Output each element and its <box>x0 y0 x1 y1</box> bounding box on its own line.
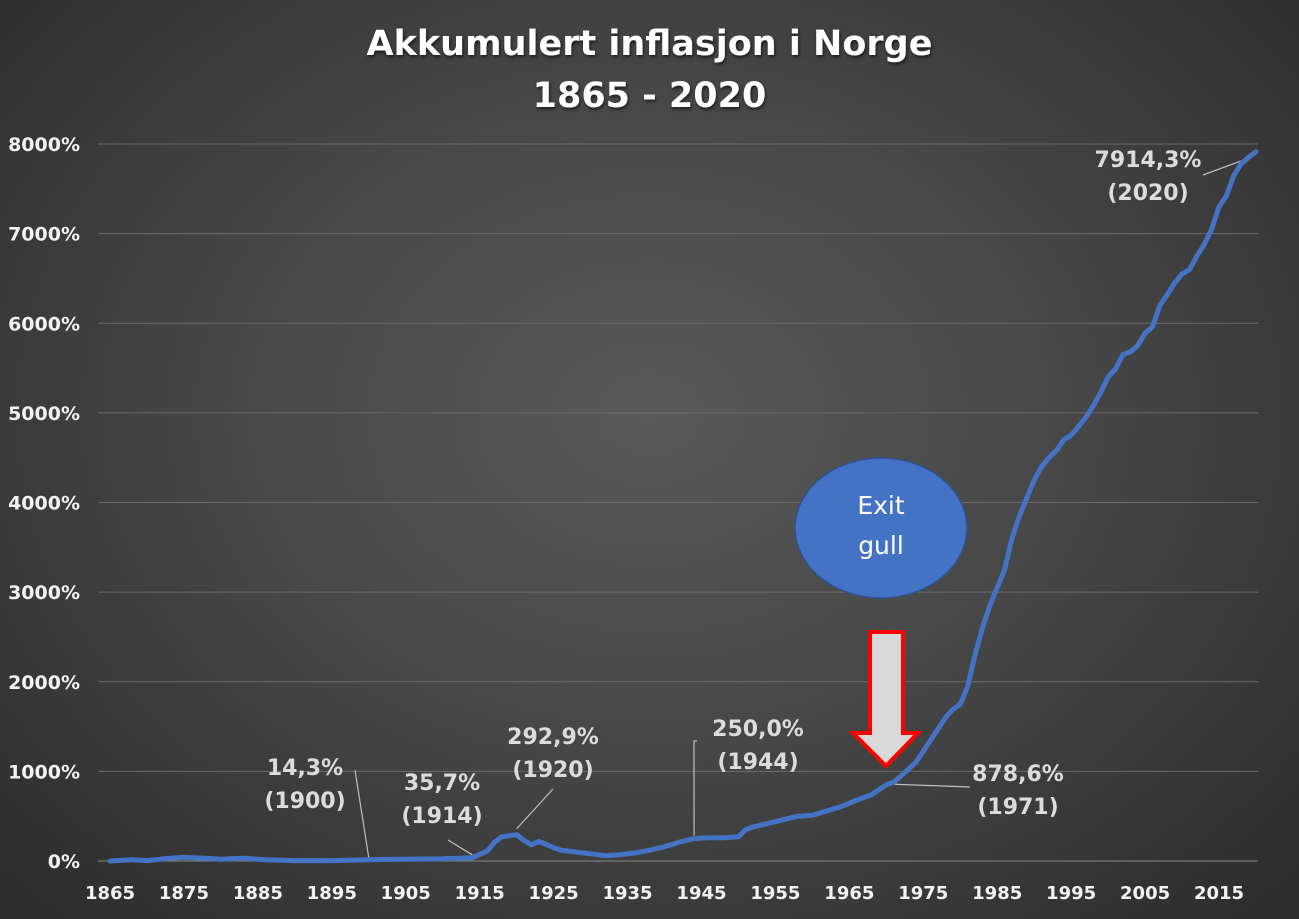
x-tick-label: 1935 <box>602 883 652 904</box>
series-group <box>107 149 1259 864</box>
x-tick-label: 1925 <box>529 883 579 904</box>
y-tick-label: 6000% <box>8 313 80 335</box>
x-tick-label: 1965 <box>824 883 874 904</box>
annotation-leader <box>354 769 370 858</box>
y-tick-label: 2000% <box>8 672 80 694</box>
annotation-year: (1920) <box>512 758 593 783</box>
x-axis: 1865 1875 1885 1895 1905 1915 1925 1935 1945 1955… <box>85 883 1244 904</box>
x-tick-label: 1895 <box>307 883 357 904</box>
annotations: 14,3% (1900) 35,7% (1914) 292,9% (1920) 250,0%… <box>264 148 1201 829</box>
x-tick-label: 2015 <box>1194 883 1244 904</box>
x-tick-label: 1945 <box>676 883 726 904</box>
annotation-year: (1971) <box>977 795 1058 820</box>
annotation-value: 292,9% <box>507 725 599 750</box>
x-tick-label: 1955 <box>750 883 800 904</box>
annotation-year: (1900) <box>264 789 345 814</box>
y-tick-label: 4000% <box>8 493 80 515</box>
y-tick-label: 8000% <box>8 134 80 156</box>
annotation-year: (1914) <box>401 804 482 829</box>
exit-label-line1: Exit <box>857 491 905 520</box>
annotation-year: (2020) <box>1107 181 1188 206</box>
exit-bubble <box>794 457 968 599</box>
chart-title-block: Akkumulert inflasjon i Norge 1865 - 2020 <box>0 18 1299 122</box>
chart-subtitle: 1865 - 2020 <box>532 76 767 116</box>
x-tick-label: 1905 <box>381 883 431 904</box>
grid <box>98 143 1258 862</box>
y-axis: 0% 1000% 2000% 3000% 4000% 5000% 6000% 7000% 800… <box>8 134 80 873</box>
x-tick-label: 1915 <box>455 883 505 904</box>
series-line <box>107 149 1259 864</box>
annotation-value: 250,0% <box>712 717 804 742</box>
annotation-leader <box>693 740 697 836</box>
exit-callout: Exit gull <box>794 457 968 769</box>
chart-title: Akkumulert inflasjon i Norge <box>366 24 933 64</box>
annotation-value: 14,3% <box>267 756 343 781</box>
x-tick-label: 2005 <box>1120 883 1170 904</box>
annotation-leader <box>516 788 554 830</box>
annotation-leader <box>447 839 473 856</box>
y-tick-label: 7000% <box>8 224 80 246</box>
annotation-leaders <box>354 157 1251 858</box>
annotation-leader <box>893 783 971 788</box>
y-tick-label: 0% <box>48 851 80 873</box>
down-arrow <box>848 630 923 769</box>
annotation-value: 7914,3% <box>1095 148 1202 173</box>
x-tick-label: 1985 <box>972 883 1022 904</box>
x-tick-label: 1865 <box>85 883 135 904</box>
y-tick-label: 1000% <box>8 761 80 783</box>
x-tick-label: 1885 <box>233 883 283 904</box>
x-tick-label: 1995 <box>1046 883 1096 904</box>
y-tick-label: 5000% <box>8 403 80 425</box>
exit-label-line2: gull <box>858 531 904 560</box>
annotation-value: 878,6% <box>972 762 1064 787</box>
annotation-value: 35,7% <box>404 771 480 796</box>
x-tick-label: 1875 <box>159 883 209 904</box>
annotation-year: (1944) <box>717 750 798 775</box>
y-tick-label: 3000% <box>8 582 80 604</box>
x-tick-label: 1975 <box>898 883 948 904</box>
